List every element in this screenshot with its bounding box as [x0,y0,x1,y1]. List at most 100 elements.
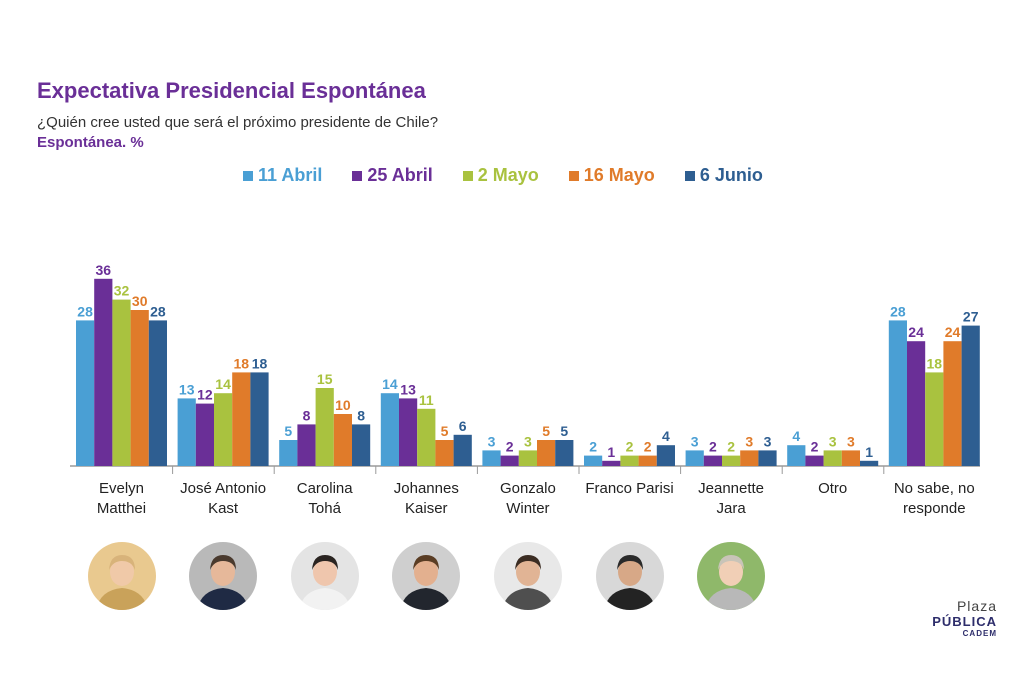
bar [685,450,704,466]
brand-logo: Plaza PÚBLICA CADEM [932,598,1023,638]
bar [195,403,214,466]
data-label: 2 [506,439,514,455]
bar [740,450,759,466]
category-label: Gonzalo [500,480,556,497]
data-label: 3 [847,433,855,449]
data-label: 3 [691,433,699,449]
bar [435,440,454,466]
legend-label: 2 Mayo [477,165,539,185]
legend-label: 6 Junio [699,165,763,185]
legend-swatch [462,170,473,181]
data-label: 4 [662,428,670,444]
bar [352,424,371,466]
brand-line-cadem: CADEM [962,629,997,638]
bar [94,278,113,466]
data-label: 3 [764,433,772,449]
data-label: 10 [335,397,351,413]
data-label: 24 [908,324,924,340]
data-label: 18 [234,355,250,371]
bar [148,320,167,466]
bar [482,450,501,466]
bar [315,388,334,466]
data-label: 8 [357,407,365,423]
data-label: 13 [400,381,416,397]
data-label: 1 [607,444,615,460]
bar [232,372,251,466]
data-label: 28 [77,303,93,319]
bar [500,455,519,466]
bar [787,445,806,466]
bar [333,414,352,466]
data-label: 5 [441,423,449,439]
category-label: Evelyn [99,480,144,497]
category-label: Johannes [394,480,459,497]
bar [907,341,926,466]
bar [841,450,860,466]
bar [279,440,298,466]
data-label: 4 [792,428,800,444]
person-photo-icon [392,542,461,610]
legend-label: 16 Mayo [583,165,655,185]
data-label: 14 [215,376,231,392]
category-label: Kast [208,500,239,517]
data-label: 14 [382,376,398,392]
data-label: 6 [459,418,467,434]
legend-item: 16 Mayo [568,165,655,186]
data-label: 1 [865,444,873,460]
bar [518,450,537,466]
category-label: responde [903,500,966,517]
person-photo-icon [290,542,359,610]
data-label: 27 [963,309,979,325]
bar [943,341,962,466]
data-label: 32 [114,283,130,299]
legend-swatch [243,170,253,181]
category-label: Franco Parisi [585,480,673,497]
data-label: 3 [488,433,496,449]
legend-label: 11 Abril [258,165,323,185]
data-label: 5 [542,423,550,439]
data-label: 24 [945,324,961,340]
person-photo-icon [87,542,156,610]
data-label: 11 [419,392,434,408]
data-label: 3 [829,433,837,449]
data-label: 2 [626,439,634,455]
bar [823,450,842,466]
category-label: José Antonio [180,480,266,497]
data-label: 2 [811,439,819,455]
bar [638,455,657,466]
bar [555,440,574,466]
bar [961,325,980,466]
data-label: 3 [524,433,532,449]
bar [380,393,399,466]
brand-line-plaza: Plaza [956,598,997,614]
category-label: Kaiser [405,500,448,517]
category-label: Matthei [97,500,146,517]
data-label: 12 [197,387,213,403]
legend-item: 6 Junio [684,165,763,186]
legend-item: 25 Abril [352,165,433,186]
data-label: 30 [132,293,148,309]
data-label: 15 [317,371,333,387]
bar [76,320,95,466]
bar [214,393,233,466]
category-label: Tohá [308,500,341,517]
bar [537,440,556,466]
category-label: Jara [717,500,747,517]
data-label: 2 [727,439,735,455]
legend-swatch [352,170,363,181]
person-photo-icon [595,542,664,610]
person-photo-icon [493,542,562,610]
bar [453,434,472,466]
bar [130,310,149,466]
plaza-publica-logo-icon [1008,605,1019,627]
data-label: 18 [252,355,268,371]
bar [177,398,196,466]
legend-swatch [568,170,579,181]
brand-line-publica: PÚBLICA [932,614,997,629]
legend-item: 11 Abril [243,165,322,186]
data-label: 28 [150,303,166,319]
data-label: 8 [303,407,311,423]
data-label: 28 [890,303,906,319]
bar [112,299,131,466]
